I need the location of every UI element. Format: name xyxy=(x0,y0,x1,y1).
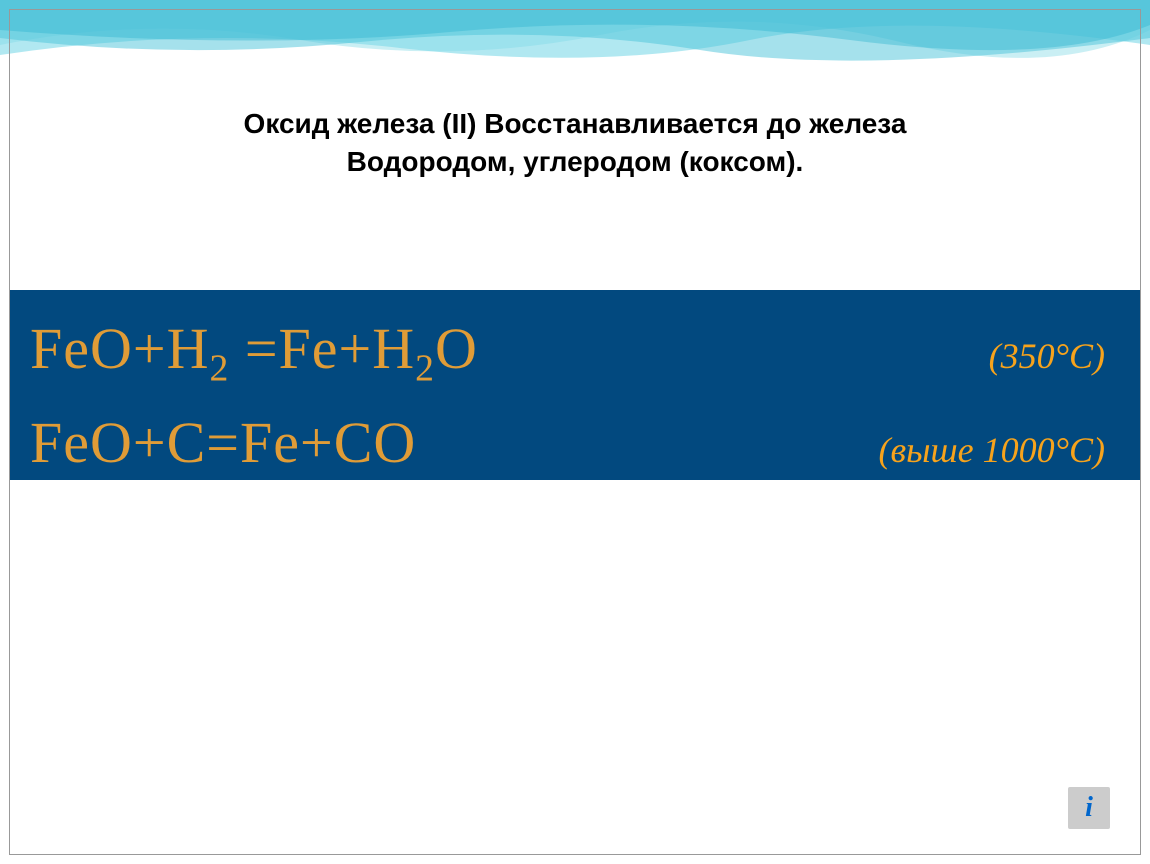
title-line-2: Водородом, углеродом (коксом). xyxy=(110,143,1040,181)
equation-row-2: FeO+C=Fe+CO (выше 1000°С) xyxy=(30,409,1120,476)
slide-title: Оксид железа (II) Восстанавливается до ж… xyxy=(110,105,1040,181)
info-button[interactable]: i xyxy=(1068,787,1110,829)
slide-frame: Оксид железа (II) Восстанавливается до ж… xyxy=(9,9,1141,855)
equation-formula-1: FeO+H2 =Fe+H2O xyxy=(30,315,478,391)
equation-annotation-1: (350°С) xyxy=(989,335,1120,377)
title-line-1: Оксид железа (II) Восстанавливается до ж… xyxy=(110,105,1040,143)
equation-annotation-2: (выше 1000°С) xyxy=(878,429,1120,471)
info-icon: i xyxy=(1085,792,1093,824)
equation-panel: FeO+H2 =Fe+H2O (350°С) FeO+C=Fe+CO (выше… xyxy=(10,290,1140,480)
equation-row-1: FeO+H2 =Fe+H2O (350°С) xyxy=(30,315,1120,391)
equation-formula-2: FeO+C=Fe+CO xyxy=(30,409,416,476)
